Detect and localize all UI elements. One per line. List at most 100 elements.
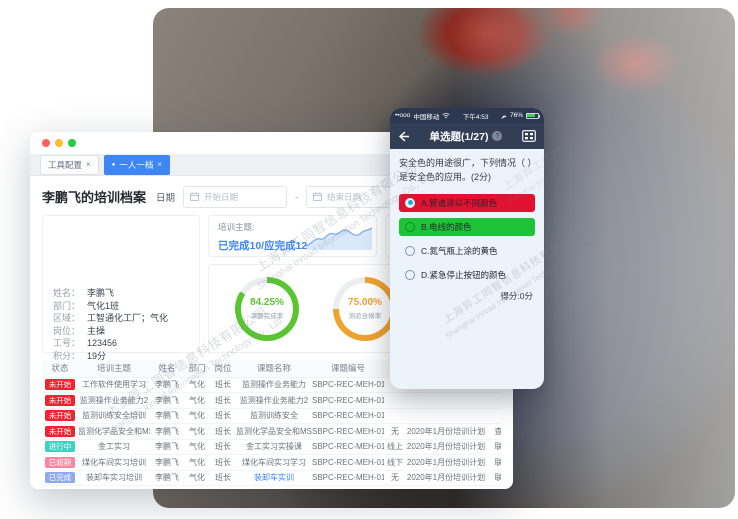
table-cell: 班长 [210, 408, 236, 424]
status-badge: 未开始 [44, 410, 76, 422]
quiz-option-label: D.紧急停止按钮的颜色 [421, 269, 507, 280]
quiz-question: 安全色的用途很广，下列情况（ ）是安全色的应用。(2分) [399, 158, 533, 182]
quiz-options: A.管道涂以不同颜色 B.电线的颜色 C.氮气瓶上涂的黄色 D.紧急停止按钮的颜色 [399, 193, 535, 284]
table-cell: 班长 [210, 377, 236, 393]
donut-chart: 84.25% 课题完成率 [235, 276, 299, 341]
table-cell: 气化 [184, 470, 210, 486]
table-cell: 李鹏飞 [150, 377, 184, 393]
answer-sheet-icon[interactable] [522, 130, 536, 142]
table-cell: 监测训练安全培训 [78, 408, 150, 424]
radio-icon[interactable] [405, 245, 415, 256]
tab-close-icon[interactable]: × [157, 160, 162, 169]
profile-field-value: 气化1班 [87, 300, 120, 311]
calendar-icon [190, 192, 200, 201]
date-filter-label: 日期 [156, 192, 176, 204]
table-cell: 气化 [184, 392, 210, 409]
table-cell: 装卸车实习培训 [78, 470, 150, 486]
status-cell: 未开始 [42, 408, 78, 424]
table-cell: 监测操作业务能力2 [236, 392, 312, 409]
start-date-placeholder: 开始日期 [204, 191, 239, 202]
quiz-option[interactable]: D.紧急停止按钮的颜色 [399, 266, 535, 284]
table-cell: 监测化学品安全和MSDS [78, 423, 150, 440]
table-cell: 线下 [384, 454, 406, 471]
status-cell: 已完成 [42, 470, 78, 486]
profile-field-value: 李鹏飞 [87, 288, 115, 298]
table-cell: 李鹏飞 [150, 423, 184, 440]
profile-field: 工号： 123456 [53, 338, 189, 350]
donut-value: 84.25% [250, 297, 284, 308]
status-badge: 已超期 [44, 456, 76, 468]
phone-nav-bar: 单选题(1/27) ? [390, 123, 544, 149]
table-row[interactable]: 已超期 煤化车间实习培训 李鹏飞 气化 班长 煤化车间实习学习 SBPC-REC-MEH-0… [42, 454, 501, 471]
table-cell: 气化 [184, 454, 210, 471]
table-row[interactable]: 未开始 监测训练安全培训 李鹏飞 气化 班长 监测训练安全 SBPC-REC-MEH-017 [42, 408, 501, 424]
table-cell: 气化 [184, 408, 210, 424]
tab-close-icon[interactable]: × [86, 160, 91, 169]
quiz-option[interactable]: B.电线的颜色 [399, 217, 535, 236]
window-titlebar [30, 132, 513, 154]
table-cell: 李鹏飞 [150, 408, 184, 424]
quiz-option-label: B.电线的颜色 [421, 221, 472, 232]
course-link[interactable]: 装卸车实训 [236, 470, 312, 486]
table-header-cell: 培训主题 [78, 360, 150, 378]
start-date-input[interactable]: 开始日期 [183, 185, 288, 208]
table-cell: 班长 [210, 454, 236, 471]
table-cell: 无 [384, 470, 406, 486]
training-topic-card: 培训主题: 已完成10/应完成12 [208, 215, 377, 257]
quiz-option[interactable]: C.氮气瓶上涂的黄色 [399, 242, 535, 260]
location-arrow-icon [500, 115, 507, 119]
table-cell [486, 392, 501, 409]
status-cell: 已超期 [42, 454, 78, 471]
table-row[interactable]: 未开始监测化学品安全和MSDS李鹏飞气化班长监测化学品安全和MSDSSBPC-R… [42, 423, 501, 440]
radio-icon[interactable] [405, 221, 415, 232]
status-cell: 未开始 [42, 423, 78, 440]
back-arrow-icon[interactable] [398, 130, 410, 142]
battery-icon [525, 112, 541, 119]
radio-selected-icon[interactable] [405, 197, 415, 208]
table-cell: 李鹏飞 [150, 439, 184, 455]
profile-field: 积分： 19分 [53, 351, 189, 363]
employee-profile-card: 姓名： 李鹏飞 部门： 气化1班 区域： 工智通化工厂；气化 岗位： 主操 工号： 123456 积… [42, 215, 200, 361]
status-badge: 进行中 [44, 441, 76, 453]
table-header-cell: 状态 [42, 360, 78, 378]
profile-field-label: 岗位： [53, 325, 81, 336]
donut-label: 测验合格率 [348, 313, 382, 320]
table-cell: 班长 [210, 439, 236, 455]
radio-icon[interactable] [405, 269, 415, 280]
table-cell: 联系 [486, 470, 501, 486]
topic-progress-value: 已完成10/应完成12 [218, 240, 308, 252]
profile-field-value: 123456 [87, 338, 118, 348]
table-row[interactable]: 未开始 监测操作业务能力2 李鹏飞 气化 班长 监测操作业务能力2 SBPC-REC-MEH… [42, 392, 501, 409]
donut-center: 84.25% 课题完成率 [235, 277, 299, 341]
help-icon[interactable]: ? [492, 131, 503, 141]
table-cell: 金工实习实操课 [236, 439, 312, 455]
close-window-button[interactable] [42, 139, 50, 147]
table-cell: SBPC-REC-MEH-017 [312, 454, 384, 471]
zoom-window-button[interactable] [68, 139, 76, 147]
table-cell: 监测操作业务能力 [236, 377, 312, 393]
table-cell: 李鹏飞 [150, 392, 184, 409]
table-header-cell: 课题编号 [312, 360, 384, 378]
tab-一人一档[interactable]: ● 一人一档 × [103, 154, 170, 175]
table-cell: 气化 [184, 439, 210, 455]
date-range-separator: - [295, 191, 299, 202]
table-cell [406, 408, 486, 424]
battery-percent-label: 76% [509, 112, 523, 119]
tab-工具配置[interactable]: 工具配置 × [40, 154, 99, 175]
profile-field-label: 工号： [53, 338, 81, 348]
page-title: 李鹏飞的培训档案 [42, 190, 147, 205]
donut-chart: 75.00% 测验合格率 [333, 276, 397, 341]
table-cell [486, 408, 501, 424]
end-date-placeholder: 结束日期 [327, 191, 362, 202]
status-badge: 未开始 [44, 379, 76, 391]
table-cell: 2020年1月份培训计划 [406, 470, 486, 486]
tab-label: 一人一档 [119, 159, 154, 170]
table-cell: 班长 [210, 392, 236, 409]
minimize-window-button[interactable] [55, 139, 63, 147]
quiz-option[interactable]: A.管道涂以不同颜色 [399, 193, 535, 212]
table-row[interactable]: 进行中 金工实习 李鹏飞 气化 班长 金工实习实操课 SBPC-REC-MEH-017 线上 2… [42, 439, 501, 455]
donut-center: 75.00% 测验合格率 [333, 277, 397, 341]
tab-label: 工具配置 [48, 159, 83, 170]
table-cell: 李鹏飞 [150, 470, 184, 486]
table-row[interactable]: 已完成 装卸车实习培训 李鹏飞 气化 班长 装卸车实训 SBPC-REC-MEH-017 无 2… [42, 470, 501, 486]
